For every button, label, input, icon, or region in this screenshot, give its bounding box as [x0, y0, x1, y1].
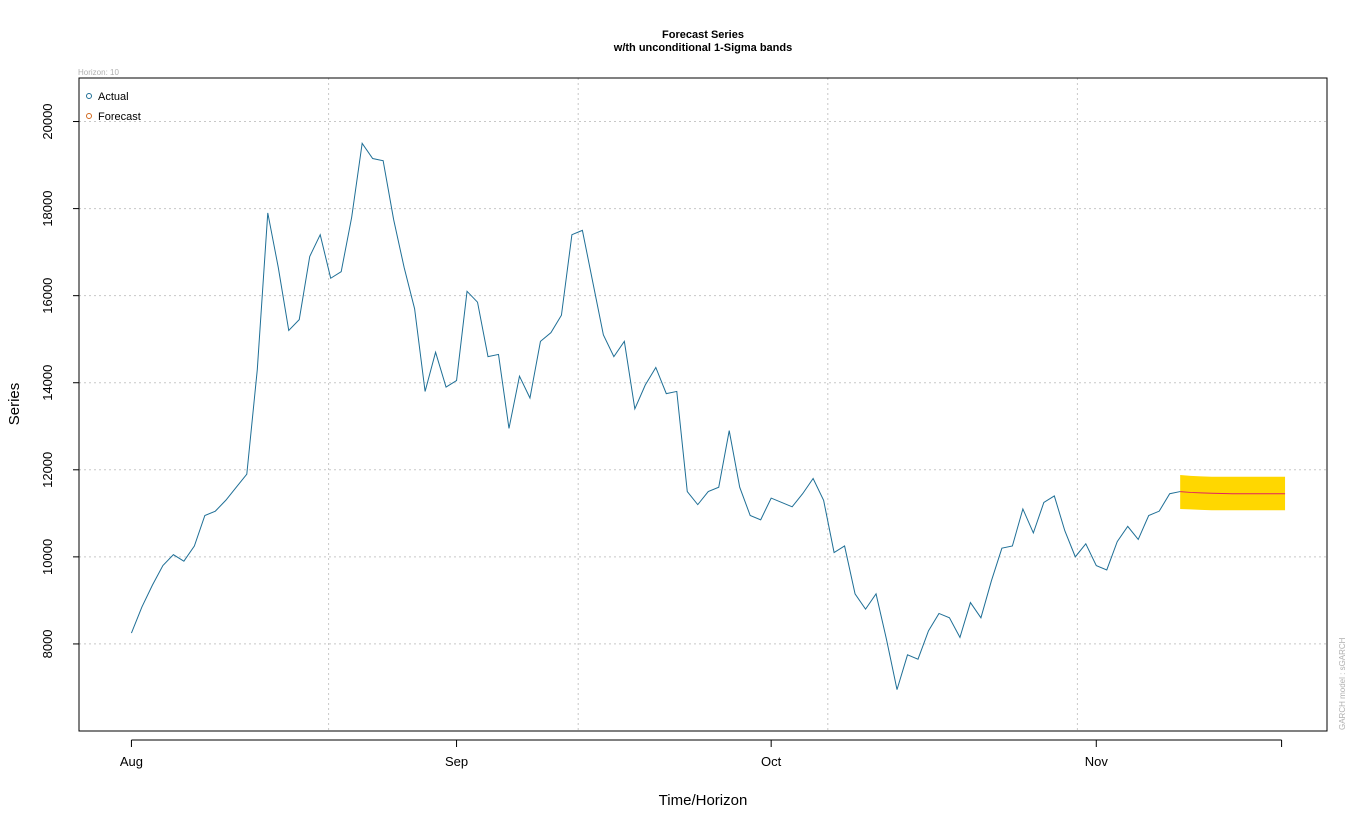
horizon-label: Horizon: 10	[78, 68, 119, 77]
legend-actual-marker	[86, 93, 92, 99]
y-axis-label: Series	[6, 383, 23, 426]
x-tick-label: Sep	[445, 754, 468, 769]
x-tick-label: Oct	[761, 754, 782, 769]
sigma-band-layer	[1180, 475, 1286, 511]
actual-line	[130, 141, 1181, 690]
chart-subtitle: w/th unconditional 1-Sigma bands	[613, 42, 792, 54]
legend-actual-label: Actual	[98, 91, 129, 103]
y-tick-label: 12000	[40, 452, 55, 488]
sigma-band	[1180, 475, 1286, 511]
series-lines	[130, 141, 1286, 690]
forecast-line	[1180, 491, 1286, 495]
x-tick-label: Aug	[120, 754, 143, 769]
legend-forecast-label: Forecast	[98, 111, 141, 123]
chart-title: Forecast Series	[662, 29, 744, 41]
y-tick-label: 14000	[40, 365, 55, 401]
x-tick-label: Nov	[1085, 754, 1109, 769]
legend-forecast-marker	[86, 113, 92, 119]
x-axis-label: Time/Horizon	[659, 792, 748, 809]
axes: 8000 10000 12000 14000 16000 18000 20000 Aug Sep…	[40, 103, 1283, 769]
plot-frame	[78, 77, 1328, 732]
y-tick-label: 20000	[40, 103, 55, 139]
legend: Actual Forecast	[86, 91, 141, 123]
model-note: GARCH model : sGARCH	[1338, 637, 1347, 730]
y-tick-label: 8000	[40, 629, 55, 658]
y-tick-label: 18000	[40, 191, 55, 227]
y-tick-label: 10000	[40, 539, 55, 575]
y-tick-label: 16000	[40, 278, 55, 314]
grid	[79, 78, 1327, 731]
